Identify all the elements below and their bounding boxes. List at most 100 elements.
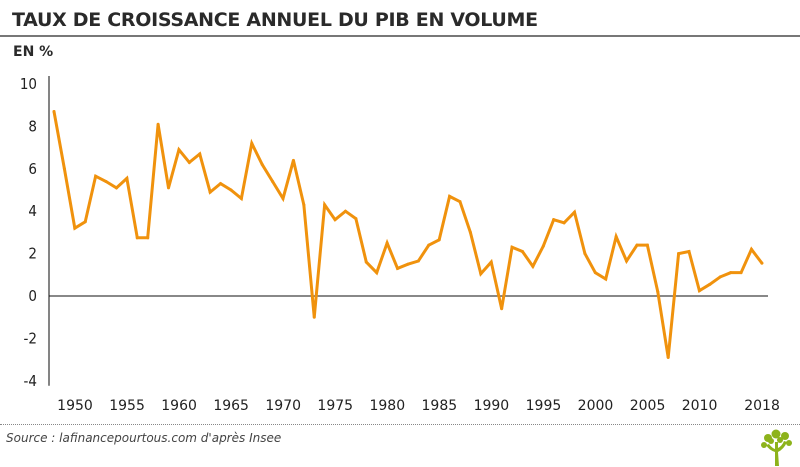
data-point-2017 [749,247,753,251]
data-point-1980 [364,260,368,264]
data-point-1993 [500,307,504,311]
data-point-2012 [697,289,701,293]
x-tick-label: 1980 [369,398,405,414]
data-point-1950 [52,110,56,114]
data-point-1988 [448,194,452,198]
data-point-2009 [666,355,670,359]
data-point-2007 [645,243,649,247]
x-tick-label: 1970 [265,398,301,414]
x-tick-label: 1975 [317,398,353,414]
data-point-1985 [416,259,420,263]
data-point-1982 [385,241,389,245]
y-tick-label: -2 [24,329,37,347]
x-tick-label: 1990 [474,398,510,414]
data-point-1952 [73,226,77,230]
data-point-2006 [635,243,639,247]
x-tick-label: 1985 [422,398,458,414]
data-point-2000 [573,210,576,214]
y-tick-label: 0 [28,287,37,305]
data-points [52,110,764,359]
data-point-1978 [343,209,347,213]
data-point-1994 [510,245,514,249]
data-point-1974 [302,203,306,207]
x-tick-label: 2010 [682,398,718,414]
data-point-1954 [94,174,98,178]
x-tick-label: 1960 [161,398,197,414]
data-point-1995 [520,249,524,253]
y-tick-label: 10 [20,75,37,93]
data-point-1977 [333,218,337,222]
data-point-1957 [125,176,129,180]
data-point-1996 [531,264,535,268]
x-tick-label: 2018 [744,398,780,414]
data-point-1951 [62,167,66,171]
line-chart: 10 8 6 4 2 0 -2 -4 1950 1955 1960 1965 1970 1975 1980… [20,75,780,414]
data-point-1992 [489,260,493,264]
x-tick-label: 2005 [630,398,666,414]
data-point-1975 [312,315,316,319]
y-tick-label: 6 [28,160,37,178]
x-tick-labels: 1950 1955 1960 1965 1970 1975 1980 1985 1990 1995… [57,398,780,414]
y-axis-unit-label: EN % [13,44,54,60]
data-point-1972 [281,196,285,200]
data-point-1968 [239,196,243,200]
data-point-1998 [552,218,556,222]
data-point-1955 [104,180,108,184]
y-tick-label: 8 [28,117,37,135]
data-point-1986 [427,243,431,247]
y-tick-label: 2 [28,245,37,263]
data-point-2001 [583,252,587,256]
data-point-1967 [229,188,233,192]
data-point-2013 [708,282,712,286]
data-point-2014 [718,275,722,279]
data-point-1989 [458,200,462,204]
data-point-1983 [396,266,400,270]
x-tick-label: 2000 [578,398,614,414]
data-point-1981 [375,271,379,275]
data-point-1979 [354,217,358,221]
x-tick-label: 1955 [109,398,145,414]
data-point-2018 [760,261,764,265]
data-point-2002 [593,271,597,275]
y-tick-label: -4 [24,372,37,390]
data-point-1973 [291,158,295,162]
data-point-1960 [156,122,160,126]
data-point-1999 [562,221,566,225]
source-note: Source : lafinancepourtous.com d'après I… [6,431,282,445]
data-point-1961 [167,186,171,190]
x-tick-label: 1995 [526,398,562,414]
footer-divider [0,424,800,425]
data-point-1970 [260,163,264,167]
data-point-1962 [177,148,181,152]
y-tick-labels: 10 8 6 4 2 0 -2 -4 [20,75,37,390]
data-point-2003 [604,277,608,281]
data-point-2015 [729,271,733,275]
data-point-1958 [135,236,139,240]
x-tick-label: 1965 [213,398,249,414]
data-point-1966 [219,182,223,186]
tree-logo-icon [761,429,792,466]
data-point-1965 [208,190,212,194]
data-point-1964 [198,152,202,156]
data-point-1959 [146,236,150,240]
x-tick-label: 1950 [57,398,93,414]
data-point-1953 [83,220,87,224]
data-point-2016 [739,271,743,275]
title-divider [0,35,800,37]
chart-title: TAUX DE CROISSANCE ANNUEL DU PIB EN VOLU… [12,9,538,31]
data-point-1991 [479,272,483,276]
data-point-2010 [677,252,681,256]
data-point-2005 [625,259,629,263]
data-point-1971 [271,180,275,184]
data-point-1963 [187,160,191,164]
data-point-2011 [687,249,691,253]
data-point-1956 [114,186,118,190]
data-point-1997 [541,244,545,248]
data-point-1990 [468,230,472,234]
data-point-2004 [614,235,618,239]
data-point-1976 [323,203,327,207]
data-point-2008 [656,290,660,294]
series-line [52,110,764,358]
data-point-1969 [250,141,254,145]
data-point-1987 [437,238,441,242]
